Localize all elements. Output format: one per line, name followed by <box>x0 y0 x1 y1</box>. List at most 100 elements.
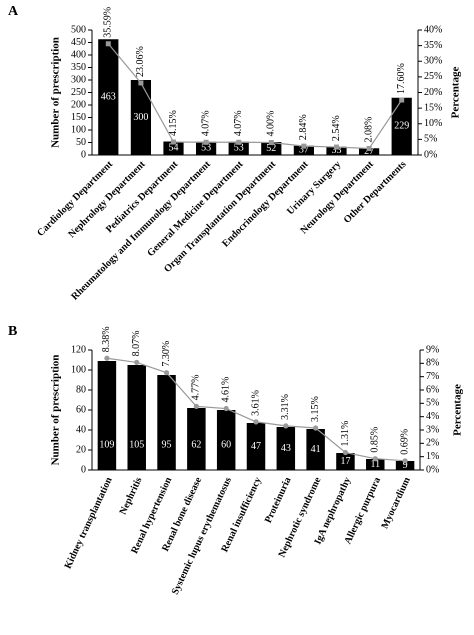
y2-tick-label: 35% <box>424 40 442 51</box>
line-value-label: 2.54% <box>331 115 342 141</box>
y-tick-label: 250 <box>71 87 86 98</box>
bar <box>261 142 282 155</box>
y-tick-label: 0 <box>81 464 86 475</box>
bar-value-label: 95 <box>162 439 172 450</box>
y2-tick-label: 20% <box>424 87 442 98</box>
line-value-label: 17.60% <box>396 63 407 94</box>
line-value-label: 0.69% <box>399 429 410 455</box>
y-tick-label: 100 <box>71 364 86 375</box>
bar-value-label: 105 <box>129 439 144 450</box>
line-value-label: 2.08% <box>363 117 374 143</box>
y2-tick-label: 30% <box>424 56 442 67</box>
y2-tick-label: 6% <box>426 384 439 395</box>
y2-tick-label: 15% <box>424 102 442 113</box>
x-tick-label: Proteinuria <box>263 476 294 525</box>
y2-tick-label: 8% <box>426 358 439 369</box>
line-marker <box>313 425 319 431</box>
bar-value-label: 54 <box>169 143 179 154</box>
y-tick-label: 120 <box>71 344 86 355</box>
y2-tick-label: 0% <box>424 149 437 160</box>
x-tick-label: Systemic lupus erythematosus <box>170 475 234 596</box>
bar-value-label: 37 <box>299 145 309 156</box>
line-value-label: 8.38% <box>101 326 112 352</box>
y-tick-label: 500 <box>71 24 86 35</box>
y-tick-label: 150 <box>71 112 86 123</box>
bar <box>130 80 152 155</box>
bar-value-label: 463 <box>101 91 116 102</box>
bar-value-label: 9 <box>403 460 408 471</box>
y-axis-label: Number of prescription <box>50 355 62 466</box>
line-marker <box>138 80 144 86</box>
bar <box>366 459 385 470</box>
bar-value-label: 62 <box>191 439 201 450</box>
bar-value-label: 41 <box>311 444 321 455</box>
y-tick-label: 20 <box>76 444 86 455</box>
line-value-label: 4.07% <box>233 110 244 136</box>
x-tick-label: Kidney transplantation <box>63 475 115 570</box>
y2-axis-label: Percentage <box>450 67 462 119</box>
line-value-label: 3.31% <box>280 394 291 420</box>
line-marker <box>236 139 242 145</box>
bar <box>97 361 117 470</box>
line-marker <box>193 403 199 409</box>
bar-value-label: 53 <box>201 143 211 154</box>
y-tick-label: 300 <box>71 74 86 85</box>
y2-tick-label: 0% <box>426 464 439 475</box>
line-value-label: 8.07% <box>131 331 142 357</box>
line-marker <box>342 449 349 456</box>
line <box>107 43 403 150</box>
bar-value-label: 33 <box>332 145 342 156</box>
x-tick-label: Myocardium <box>379 475 413 531</box>
y2-tick-label: 10% <box>424 118 442 129</box>
bar <box>395 461 415 470</box>
bar <box>157 375 176 470</box>
y2-tick-label: 5% <box>426 398 439 409</box>
line-value-label: 4.07% <box>200 110 211 136</box>
bar-value-label: 43 <box>281 443 291 454</box>
y-tick-label: 50 <box>76 137 86 148</box>
bar-value-label: 11 <box>370 459 380 470</box>
bar-value-label: 300 <box>133 112 148 123</box>
bar-value-label: 229 <box>394 121 409 132</box>
bar <box>98 39 119 155</box>
line-marker <box>301 143 307 149</box>
y2-tick-label: 9% <box>426 344 439 355</box>
bar <box>326 146 347 155</box>
y2-tick-label: 3% <box>426 424 439 435</box>
bar <box>246 423 266 470</box>
line-marker <box>104 355 110 361</box>
line-marker <box>223 405 229 412</box>
y2-tick-label: 7% <box>426 371 439 382</box>
line-value-label: 7.30% <box>161 341 172 367</box>
y-tick-label: 0 <box>81 149 86 160</box>
line-marker <box>105 41 111 47</box>
bar <box>163 141 184 155</box>
y-tick-label: 200 <box>71 99 86 110</box>
y2-axis-label: Percentage <box>452 384 464 436</box>
bar <box>306 429 325 470</box>
line-value-label: 4.61% <box>220 377 231 403</box>
line-value-label: 2.84% <box>298 114 309 140</box>
line-value-label: 35.59% <box>103 7 114 38</box>
bar <box>195 141 217 155</box>
panel-label: A <box>8 4 19 19</box>
y2-tick-label: 2% <box>426 438 439 449</box>
y-tick-label: 450 <box>71 37 86 48</box>
bar <box>127 365 146 470</box>
line-marker <box>372 456 378 462</box>
line-value-label: 23.06% <box>135 46 146 77</box>
y2-tick-label: 4% <box>426 411 439 422</box>
line-value-label: 0.85% <box>370 427 381 453</box>
y2-tick-label: 25% <box>424 71 442 82</box>
y2-tick-label: 5% <box>424 134 437 145</box>
x-tick-label: Other Departments <box>342 159 409 226</box>
line-marker <box>134 359 140 365</box>
y-tick-label: 40 <box>76 424 86 435</box>
bar <box>293 145 315 155</box>
bar <box>358 148 380 155</box>
bar-value-label: 47 <box>251 441 261 452</box>
line-value-label: 4.00% <box>266 111 277 137</box>
line-marker <box>366 146 372 151</box>
line-marker <box>283 423 289 429</box>
